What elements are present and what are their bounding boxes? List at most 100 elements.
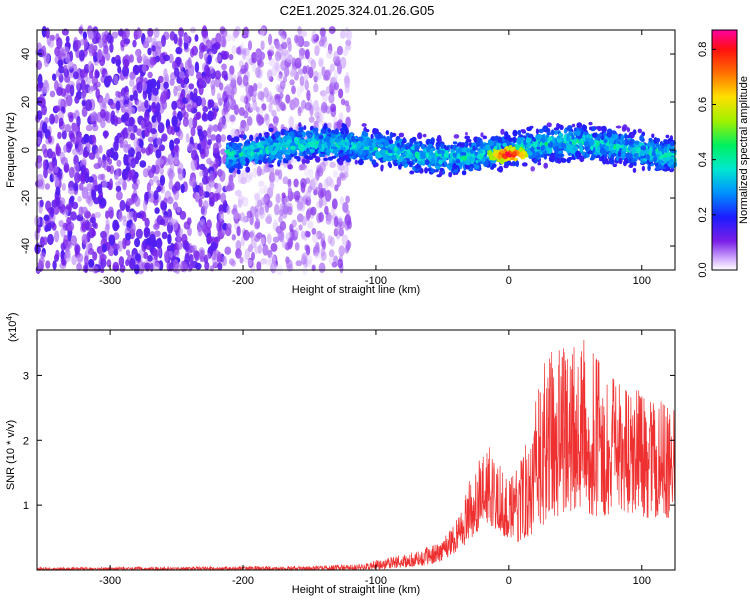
- spectrogram-cell: [410, 146, 415, 150]
- spectrogram-cell: [222, 50, 230, 60]
- spectrogram-cell: [616, 140, 621, 145]
- spectrogram-cell: [344, 245, 350, 254]
- spectrogram-cell: [171, 100, 178, 111]
- y-tick-label: 20: [20, 96, 32, 108]
- spectrogram-cell: [196, 111, 202, 120]
- spectrogram-cell: [475, 159, 479, 164]
- spectrogram-cell: [249, 134, 254, 142]
- spectrogram-cell: [174, 144, 179, 153]
- spectrogram-cell: [88, 44, 95, 54]
- spectrogram-cell: [260, 197, 267, 205]
- spectrogram-cell: [546, 122, 552, 128]
- spectrogram-cell: [228, 54, 234, 61]
- spectrogram-cell: [115, 59, 121, 67]
- spectrogram-cell: [70, 211, 77, 221]
- spectrogram-cell: [54, 177, 60, 187]
- colorbar-gradient: [711, 29, 738, 271]
- spectrogram-cell: [47, 135, 53, 144]
- spectrogram-cell: [293, 190, 301, 201]
- y-tick-label: -20: [20, 190, 32, 206]
- spectrogram-cell: [66, 223, 73, 232]
- spectrogram-cell: [493, 146, 498, 150]
- spectrogram-cell: [285, 94, 291, 104]
- spectrogram-cell: [471, 142, 477, 148]
- spectrogram-cell: [64, 75, 71, 83]
- spectrogram-cell: [274, 40, 281, 50]
- spectrogram-cell: [455, 158, 461, 164]
- spectrogram-cell: [346, 141, 350, 146]
- spectrogram-cell: [325, 148, 330, 155]
- spectrogram-cell: [333, 255, 339, 263]
- spectrogram-cell: [159, 167, 164, 175]
- spectrogram-cell: [119, 95, 126, 103]
- spectrogram-cell: [172, 60, 177, 70]
- spectrogram-cell: [249, 144, 255, 150]
- spectrogram-cell: [64, 53, 71, 64]
- spectrogram-cell: [408, 161, 413, 166]
- spectrogram-cell: [271, 109, 277, 117]
- spectrogram-cell: [88, 152, 96, 160]
- spectrogram-cell: [92, 124, 99, 132]
- spectrogram-cell: [85, 219, 90, 231]
- spectrogram-cell: [256, 261, 262, 271]
- spectrogram-cell: [613, 133, 619, 141]
- spectrogram-cell: [314, 45, 320, 57]
- spectrogram-cell: [102, 231, 108, 244]
- spectrogram-cell: [480, 132, 484, 138]
- spectrogram-cell: [66, 216, 72, 226]
- spectrogram-cell: [345, 39, 352, 47]
- spectrogram-cell: [254, 192, 261, 201]
- spectrogram-cell: [618, 157, 623, 165]
- spectrogram-cell: [474, 151, 479, 156]
- spectrogram-cell: [92, 251, 98, 261]
- spectrogram-cell: [411, 136, 417, 142]
- spectrogram-cell: [146, 182, 151, 194]
- spectrogram-cell: [227, 94, 232, 101]
- spectrogram-cell: [190, 159, 198, 171]
- spectrogram-cell: [143, 199, 148, 212]
- spectrogram-cell: [311, 227, 317, 235]
- spectrogram-cell: [61, 129, 67, 140]
- spectrogram-cell: [195, 262, 202, 270]
- spectrogram-cell: [634, 153, 640, 159]
- spectrogram-cell: [101, 101, 107, 109]
- spectrogram-cell: [115, 185, 122, 193]
- spectrogram-cell: [143, 251, 149, 259]
- spectrogram-cell: [387, 148, 393, 154]
- spectrogram-cell: [107, 182, 112, 191]
- spectrogram-cell: [331, 155, 337, 159]
- spectrogram-cell: [385, 130, 390, 135]
- spectrogram-cell: [314, 142, 318, 150]
- spectrogram-cell: [575, 130, 581, 137]
- spectrogram-cell: [625, 152, 632, 159]
- spectrogram-cell: [325, 86, 331, 95]
- spectrogram-cell: [529, 146, 535, 152]
- spectrogram-cell: [436, 174, 442, 178]
- spectrogram-cell: [197, 143, 202, 151]
- spectrogram-cell: [278, 96, 283, 108]
- spectrogram-cell: [60, 227, 66, 238]
- spectrogram-cell: [167, 196, 174, 205]
- spectrogram-cell: [400, 153, 407, 158]
- spectrogram-cell: [311, 154, 317, 159]
- spectrogram-cell: [183, 76, 190, 85]
- spectrogram-cell: [65, 249, 69, 259]
- spectrogram-cell: [185, 93, 191, 102]
- spectrogram-cell: [216, 251, 222, 261]
- spectrogram-cell: [550, 129, 555, 136]
- spectrogram-cell: [75, 39, 81, 50]
- spectrogram-cell: [310, 177, 317, 187]
- spectrogram-cell: [49, 90, 56, 98]
- spectrogram-cell: [52, 206, 60, 215]
- spectrogram-cell: [111, 56, 116, 64]
- spectrogram-cell: [512, 129, 518, 137]
- spectrogram-cell: [148, 169, 155, 179]
- spectrogram-cell: [86, 76, 91, 86]
- spectrogram-cell: [242, 74, 249, 87]
- spectrogram-cell: [132, 174, 137, 184]
- spectrogram-cell: [91, 221, 97, 228]
- spectrogram-cell: [144, 217, 150, 228]
- x-tick-label: 0: [506, 575, 512, 587]
- spectrogram-cell: [133, 210, 138, 223]
- spectrogram-cell: [67, 187, 75, 195]
